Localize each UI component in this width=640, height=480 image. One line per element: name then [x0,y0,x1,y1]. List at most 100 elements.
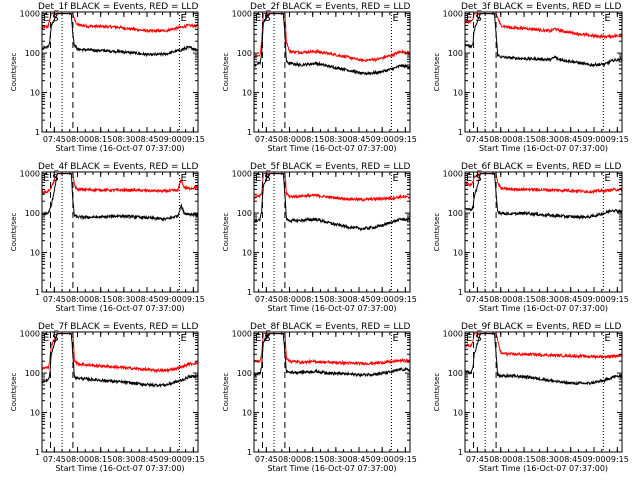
y-axis-label: Counts/sec [433,373,441,412]
x-axis-label: Start Time (16-Oct-07 07:37:00) [479,464,608,473]
plot-frame [253,171,411,293]
y-tick-label: 1000 [443,10,463,19]
marker-label: S [475,173,481,184]
plot-frame [253,331,411,453]
y-tick-label: 1000 [232,170,252,179]
x-tick-label: 08:00 [278,455,301,464]
x-axis-label: Start Time (16-Oct-07 07:37:00) [55,144,184,153]
y-axis-label: Counts/sec [433,53,441,92]
x-tick-label: 08:30 [112,135,135,144]
x-tick-label: 08:15 [513,455,536,464]
plot-frame [464,11,623,133]
marker-label: S [264,333,270,344]
y-tick-label: 1 [247,128,252,137]
y-tick-label: 10 [242,409,252,418]
marker-label: S [264,13,270,24]
series-lld [42,332,198,374]
x-tick-label: 09:15 [606,135,629,144]
x-tick-label: 07:45 [466,455,489,464]
series-lld [254,333,410,367]
y-tick-label: 10 [242,249,252,258]
x-tick-label: 08:45 [347,135,370,144]
y-tick-label: 1 [458,448,463,457]
x-tick-label: 09:15 [394,455,417,464]
plot-frame [253,11,411,133]
x-tick-label: 08:30 [536,295,559,304]
marker-label: E [43,13,49,24]
y-tick-label: 10 [30,89,40,98]
y-tick-label: 1000 [443,330,463,339]
marker-label: E [466,13,472,24]
y-axis-label: Counts/sec [10,53,18,92]
series-events [42,332,198,389]
y-tick-label: 10 [453,249,463,258]
x-tick-label: 08:45 [559,135,582,144]
marker-label: E [180,333,186,344]
chart-title: Det_6f BLACK = Events, RED = LLD [461,162,621,172]
x-tick-label: 08:45 [559,455,582,464]
series-lld [42,13,198,34]
chart-title: Det_4f BLACK = Events, RED = LLD [38,162,198,172]
series-events [465,13,622,68]
series-events [42,13,198,58]
x-tick-label: 09:15 [182,455,205,464]
y-axis-label: Counts/sec [10,213,18,252]
y-axis-label: Counts/sec [222,53,230,92]
x-tick-label: 08:15 [89,295,112,304]
x-tick-label: 09:15 [182,135,205,144]
series-events [254,173,410,232]
x-tick-label: 08:00 [489,135,512,144]
marker-label: E [466,333,472,344]
y-tick-label: 100 [25,369,40,378]
x-tick-label: 09:00 [582,455,605,464]
x-axis-label: Start Time (16-Oct-07 07:37:00) [55,304,184,313]
x-tick-label: 08:00 [278,295,301,304]
series-events [254,333,410,378]
x-tick-label: 08:30 [324,135,347,144]
y-tick-label: 1 [35,128,40,137]
y-tick-label: 10 [30,249,40,258]
chart-title: Det_2f BLACK = Events, RED = LLD [250,2,410,12]
x-tick-label: 08:15 [301,455,324,464]
x-tick-label: 08:45 [135,455,158,464]
marker-label: E [255,13,261,24]
x-tick-label: 08:45 [347,295,370,304]
y-tick-label: 1 [35,288,40,297]
series-events [465,173,622,221]
marker-label: E [392,333,398,344]
x-tick-label: 07:45 [43,135,66,144]
x-tick-label: 09:00 [582,295,605,304]
x-axis-label: Start Time (16-Oct-07 07:37:00) [479,304,608,313]
x-tick-label: 07:45 [466,295,489,304]
y-axis-label: Counts/sec [222,213,230,252]
plot-frame [41,331,199,453]
x-tick-label: 08:30 [324,295,347,304]
x-tick-label: 08:00 [278,135,301,144]
x-axis-label: Start Time (16-Oct-07 07:37:00) [267,464,396,473]
marker-label: S [264,173,270,184]
x-tick-label: 08:15 [301,295,324,304]
y-tick-label: 100 [448,49,463,58]
x-tick-label: 07:45 [43,295,66,304]
y-tick-label: 1 [458,128,463,137]
series-events [42,173,198,222]
x-tick-label: 09:00 [371,455,394,464]
marker-label: E [43,333,49,344]
marker-label: E [255,333,261,344]
chart-title: Det_1f BLACK = Events, RED = LLD [38,2,198,12]
x-tick-label: 09:00 [159,455,182,464]
x-tick-label: 08:00 [66,295,89,304]
series-events [465,333,622,386]
x-tick-label: 08:30 [112,455,135,464]
y-tick-label: 1 [458,288,463,297]
marker-label: E [466,173,472,184]
marker-label: E [255,173,261,184]
y-tick-label: 1 [35,448,40,457]
y-axis-label: Counts/sec [10,373,18,412]
